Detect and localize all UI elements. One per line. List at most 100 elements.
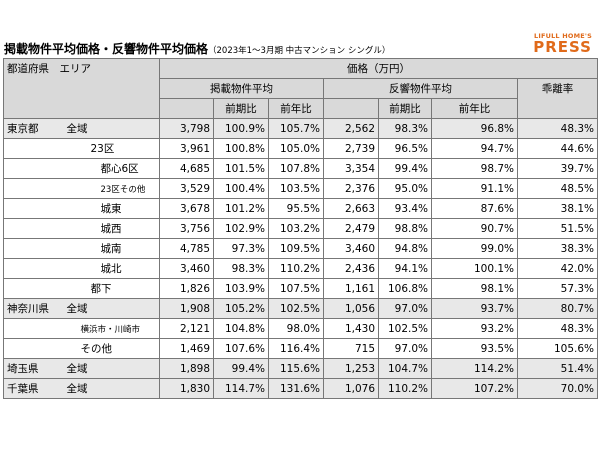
cell-rp: 715	[323, 338, 379, 359]
cell-rq: 97.0%	[378, 338, 432, 359]
cell-ry: 107.2%	[431, 378, 518, 399]
cell-ry: 87.6%	[431, 198, 518, 219]
cell-lp: 1,469	[159, 338, 214, 359]
cell-lq: 100.8%	[213, 138, 269, 159]
cell-lp: 1,826	[159, 278, 214, 299]
cell-pref	[3, 158, 64, 179]
cell-rp: 2,562	[323, 118, 379, 139]
cell-ly: 98.0%	[268, 318, 324, 339]
cell-lq: 101.5%	[213, 158, 269, 179]
cell-rq: 104.7%	[378, 358, 432, 379]
cell-ry: 93.5%	[431, 338, 518, 359]
cell-lq: 103.9%	[213, 278, 269, 299]
cell-lq: 97.3%	[213, 238, 269, 259]
cell-lp: 3,460	[159, 258, 214, 279]
cell-pref	[3, 198, 64, 219]
cell-pref: 神奈川県	[3, 298, 64, 319]
cell-lp: 3,678	[159, 198, 214, 219]
cell-rq: 94.1%	[378, 258, 432, 279]
table-row: 城南 4,785 97.3% 109.5% 3,460 94.8% 99.0% 38.3%	[3, 238, 598, 259]
table-row: 23区 3,961 100.8% 105.0% 2,739 96.5% 94.7% 44.6%	[3, 138, 598, 159]
cell-rq: 98.8%	[378, 218, 432, 239]
cell-area: 全域	[63, 118, 160, 139]
cell-area: 城東	[63, 198, 160, 219]
header-response-qoq: 前期比	[378, 98, 432, 119]
cell-ry: 94.7%	[431, 138, 518, 159]
cell-ly: 110.2%	[268, 258, 324, 279]
cell-ly: 103.2%	[268, 218, 324, 239]
cell-lp: 3,961	[159, 138, 214, 159]
cell-lq: 98.3%	[213, 258, 269, 279]
cell-lp: 4,685	[159, 158, 214, 179]
cell-area: その他	[63, 338, 160, 359]
cell-pref: 埼玉県	[3, 358, 64, 379]
cell-rq: 106.8%	[378, 278, 432, 299]
cell-rp: 2,739	[323, 138, 379, 159]
cell-ry: 100.1%	[431, 258, 518, 279]
price-table: 都道府県 エリア 価格（万円） 掲載物件平均 反響物件平均 乖離率 前期比 前年…	[3, 58, 598, 399]
brand-logo: LIFULL HOME'S PRESS	[533, 33, 592, 55]
cell-area: 都心6区	[63, 158, 160, 179]
cell-rp: 3,460	[323, 238, 379, 259]
cell-pref	[3, 258, 64, 279]
cell-lp: 3,798	[159, 118, 214, 139]
cell-area: 城北	[63, 258, 160, 279]
cell-rq: 98.3%	[378, 118, 432, 139]
cell-pref	[3, 218, 64, 239]
cell-rp: 1,161	[323, 278, 379, 299]
cell-ly: 103.5%	[268, 178, 324, 199]
cell-ry: 91.1%	[431, 178, 518, 199]
cell-ly: 102.5%	[268, 298, 324, 319]
table-row: 神奈川県 全域 1,908 105.2% 102.5% 1,056 97.0% 93.7% 80…	[3, 298, 598, 319]
cell-ry: 99.0%	[431, 238, 518, 259]
cell-rp: 3,354	[323, 158, 379, 179]
cell-lq: 107.6%	[213, 338, 269, 359]
cell-ry: 93.7%	[431, 298, 518, 319]
cell-area: 城西	[63, 218, 160, 239]
cell-rq: 97.0%	[378, 298, 432, 319]
cell-pref	[3, 318, 64, 339]
title-main: 掲載物件平均価格・反響物件平均価格	[4, 42, 209, 56]
cell-rp: 2,376	[323, 178, 379, 199]
cell-rp: 2,663	[323, 198, 379, 219]
cell-ly: 116.4%	[268, 338, 324, 359]
cell-area: 全域	[63, 358, 160, 379]
header-region: 都道府県 エリア	[3, 58, 160, 119]
cell-area: 23区その他	[63, 178, 160, 199]
cell-ry: 98.7%	[431, 158, 518, 179]
cell-lq: 100.4%	[213, 178, 269, 199]
cell-lq: 114.7%	[213, 378, 269, 399]
cell-rq: 95.0%	[378, 178, 432, 199]
header: 掲載物件平均価格・反響物件平均価格（2023年1～3月期 中古マンション シング…	[0, 0, 600, 58]
cell-pref	[3, 138, 64, 159]
cell-gap: 44.6%	[517, 138, 598, 159]
cell-lq: 100.9%	[213, 118, 269, 139]
cell-rp: 1,253	[323, 358, 379, 379]
cell-rq: 102.5%	[378, 318, 432, 339]
table-row: 23区その他 3,529 100.4% 103.5% 2,376 95.0% 91.1% 48…	[3, 178, 598, 199]
cell-area: 横浜市・川崎市	[63, 318, 160, 339]
cell-rq: 96.5%	[378, 138, 432, 159]
header-listing-qoq: 前期比	[213, 98, 269, 119]
cell-lp: 1,898	[159, 358, 214, 379]
header-response-yoy: 前年比	[431, 98, 518, 119]
table-body: 東京都 全域 3,798 100.9% 105.7% 2,562 98.3% 96.8% 48.…	[3, 118, 598, 399]
cell-ry: 96.8%	[431, 118, 518, 139]
cell-ry: 93.2%	[431, 318, 518, 339]
cell-pref	[3, 278, 64, 299]
table-row: 都心6区 4,685 101.5% 107.8% 3,354 99.4% 98.7% 39.7…	[3, 158, 598, 179]
logo-line2: PRESS	[533, 38, 592, 56]
cell-ly: 105.0%	[268, 138, 324, 159]
table-row: 城東 3,678 101.2% 95.5% 2,663 93.4% 87.6% 38.1%	[3, 198, 598, 219]
cell-pref	[3, 238, 64, 259]
cell-ly: 115.6%	[268, 358, 324, 379]
cell-gap: 38.3%	[517, 238, 598, 259]
header-gap: 乖離率	[517, 78, 598, 119]
cell-ry: 98.1%	[431, 278, 518, 299]
cell-area: 全域	[63, 298, 160, 319]
cell-rp: 2,479	[323, 218, 379, 239]
cell-gap: 80.7%	[517, 298, 598, 319]
table-row: 城北 3,460 98.3% 110.2% 2,436 94.1% 100.1% 42.0%	[3, 258, 598, 279]
cell-gap: 48.3%	[517, 118, 598, 139]
cell-gap: 70.0%	[517, 378, 598, 399]
